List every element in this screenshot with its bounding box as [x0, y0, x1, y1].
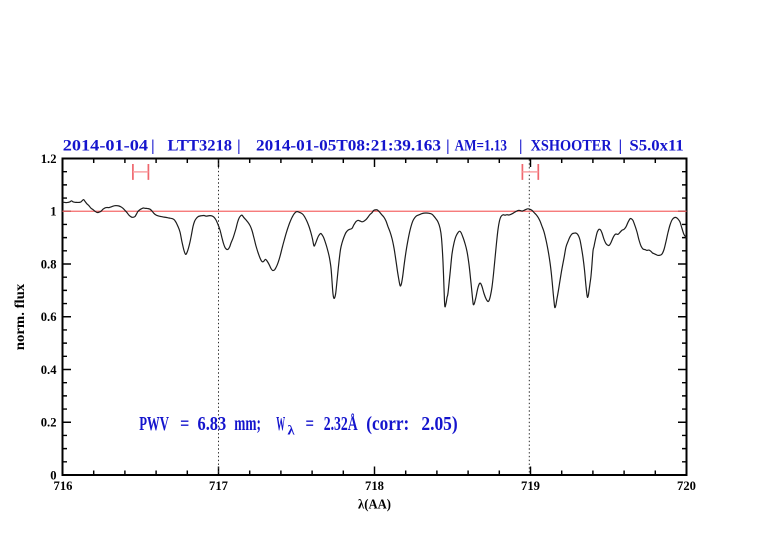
svg-text:AM=1.13: AM=1.13 — [455, 137, 508, 154]
svg-text:=: = — [180, 413, 189, 435]
svg-text:2014-01-05T08:21:39.163: 2014-01-05T08:21:39.163 — [256, 137, 441, 154]
svg-text:|: | — [237, 137, 240, 154]
svg-text:2.05): 2.05) — [421, 413, 457, 435]
svg-text:0.6: 0.6 — [41, 310, 57, 324]
svg-text:1.2: 1.2 — [41, 152, 57, 166]
svg-text:717: 717 — [209, 479, 228, 493]
svg-text:2.32Å: 2.32Å — [324, 412, 358, 435]
svg-text:0.8: 0.8 — [41, 258, 57, 272]
svg-text:0.4: 0.4 — [41, 363, 57, 377]
svg-text:2014-01-04: 2014-01-04 — [63, 137, 148, 154]
svg-text:XSHOOTER: XSHOOTER — [531, 137, 613, 154]
svg-text:norm. flux: norm. flux — [13, 284, 28, 351]
svg-text:|: | — [619, 137, 622, 154]
svg-text:(corr:: (corr: — [366, 413, 409, 435]
svg-text:|: | — [446, 137, 449, 154]
svg-text:719: 719 — [521, 479, 540, 493]
svg-text:|: | — [151, 137, 154, 154]
svg-text:0: 0 — [50, 469, 56, 483]
svg-text:1: 1 — [50, 205, 56, 219]
svg-text:PWV: PWV — [139, 413, 169, 435]
svg-text:S5.0x11: S5.0x11 — [629, 137, 684, 154]
svg-text:W: W — [276, 413, 285, 435]
svg-text:λ(AA): λ(AA) — [358, 498, 391, 513]
svg-text:6.83: 6.83 — [198, 413, 227, 435]
svg-text:=: = — [306, 413, 315, 435]
svg-text:mm;: mm; — [234, 413, 261, 435]
svg-text:0.2: 0.2 — [41, 416, 57, 430]
svg-text:720: 720 — [677, 479, 696, 493]
svg-text:λ: λ — [288, 423, 295, 438]
svg-text:716: 716 — [54, 479, 73, 493]
svg-text:718: 718 — [365, 479, 384, 493]
svg-text:|: | — [519, 137, 522, 154]
svg-text:LTT3218: LTT3218 — [168, 137, 233, 154]
